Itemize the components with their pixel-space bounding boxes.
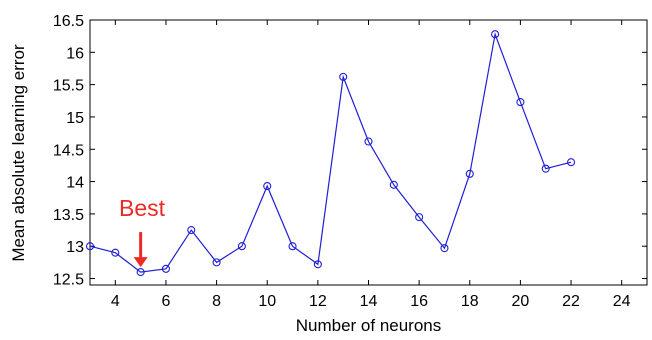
data-point (263, 182, 272, 191)
best-arrow-head (133, 257, 148, 268)
y-tick-label: 13 (66, 239, 84, 256)
y-tick-label: 16 (66, 45, 84, 62)
y-axis-label-container: Mean absolute learning error (7, 20, 31, 285)
data-point (389, 180, 398, 189)
data-point (440, 244, 449, 253)
data-point (415, 213, 424, 222)
data-point (339, 72, 348, 81)
data-point (187, 226, 196, 235)
x-tick-label: 14 (360, 293, 378, 310)
data-point (313, 260, 322, 269)
data-point (465, 169, 474, 178)
x-tick-label: 8 (212, 293, 221, 310)
data-point (111, 248, 120, 257)
y-tick-label: 12.5 (53, 272, 84, 289)
data-point (288, 242, 297, 251)
data-point (161, 264, 171, 273)
x-tick-label: 24 (613, 293, 631, 310)
data-point (516, 98, 525, 107)
y-tick-label: 13.5 (53, 207, 84, 224)
data-point (212, 258, 221, 267)
x-tick-label: 16 (410, 293, 428, 310)
y-tick-label: 14 (66, 175, 84, 192)
y-tick-label: 16.5 (53, 13, 84, 30)
x-tick-label: 12 (309, 293, 327, 310)
x-tick-label: 6 (162, 293, 171, 310)
plot-frame (89, 19, 648, 286)
data-point (364, 137, 373, 146)
series-line (89, 31, 572, 273)
x-axis-label: Number of neurons (295, 316, 442, 335)
data-point (541, 164, 550, 173)
y-tick-label: 14.5 (53, 142, 84, 159)
y-axis-label: Mean absolute learning error (9, 43, 28, 262)
data-point (85, 242, 95, 251)
x-tick-label: 20 (512, 293, 530, 310)
x-tick-label: 22 (562, 293, 580, 310)
y-tick-label: 15.5 (53, 78, 84, 95)
data-point (491, 30, 500, 39)
y-tick-label: 15 (66, 110, 84, 127)
x-tick-label: 4 (111, 293, 120, 310)
data-point (237, 242, 246, 251)
data-point (136, 268, 145, 277)
x-tick-label: 18 (461, 293, 479, 310)
best-annotation-label: Best (119, 195, 166, 221)
data-point (566, 158, 576, 167)
x-tick-label: 10 (258, 293, 276, 310)
